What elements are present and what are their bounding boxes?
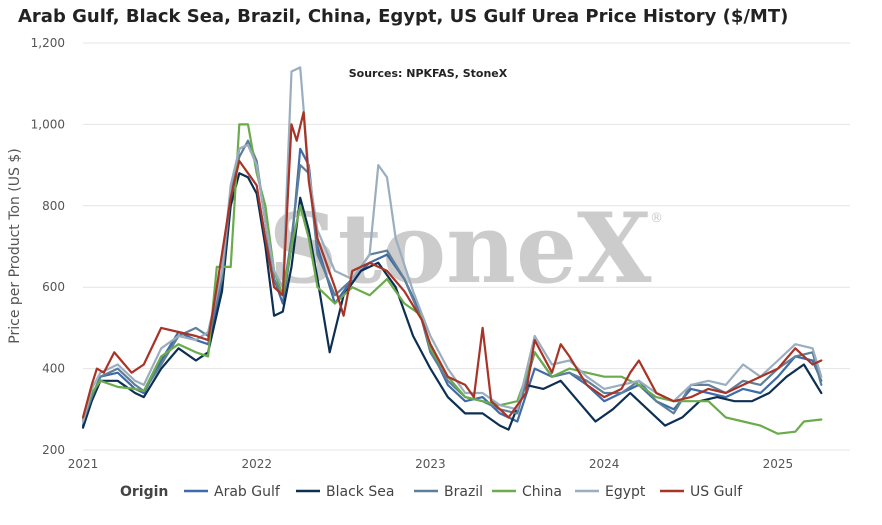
- series-line-china: [81, 123, 823, 435]
- legend-item-label: Arab Gulf: [214, 484, 281, 500]
- y-tick-label: 400: [42, 362, 65, 376]
- y-axis: 200 400 600 800 1,000 1,200: [31, 36, 65, 457]
- legend-item-label: Black Sea: [326, 484, 394, 500]
- chart-subtitle: Sources: NPKFAS, StoneX: [349, 67, 508, 80]
- y-tick-label: 600: [42, 280, 65, 294]
- x-tick-label: 2025: [763, 457, 794, 471]
- x-tick-label: 2024: [589, 457, 620, 471]
- y-tick-label: 1,000: [31, 117, 65, 131]
- x-tick-label: 2023: [415, 457, 446, 471]
- grid-lines: [83, 42, 850, 451]
- series-line-black-sea: [81, 172, 823, 431]
- y-tick-label: 200: [42, 443, 65, 457]
- series-line-us-gulf: [81, 111, 823, 419]
- legend-title: Origin: [120, 484, 168, 500]
- y-tick-label: 1,200: [31, 36, 65, 50]
- legend-item-label: China: [522, 484, 562, 500]
- x-axis: 2021 2022 2023 2024 2025: [68, 457, 793, 471]
- y-axis-label: Price per Product Ton (US $): [7, 148, 23, 343]
- legend-item-label: Brazil: [444, 484, 483, 500]
- watermark-registered-mark: ®: [650, 211, 663, 226]
- y-tick-label: 800: [42, 199, 65, 213]
- legend-item-label: Egypt: [605, 484, 646, 500]
- x-tick-label: 2021: [68, 457, 99, 471]
- series-lines: [81, 66, 823, 435]
- chart-title: Arab Gulf, Black Sea, Brazil, China, Egy…: [18, 6, 789, 27]
- watermark: StoneX: [268, 192, 652, 305]
- legend: Origin Arab Gulf Black Sea Brazil China Egypt…: [120, 484, 743, 500]
- legend-item-label: US Gulf: [690, 484, 743, 500]
- series-line-egypt: [81, 66, 823, 423]
- x-tick-label: 2022: [241, 457, 272, 471]
